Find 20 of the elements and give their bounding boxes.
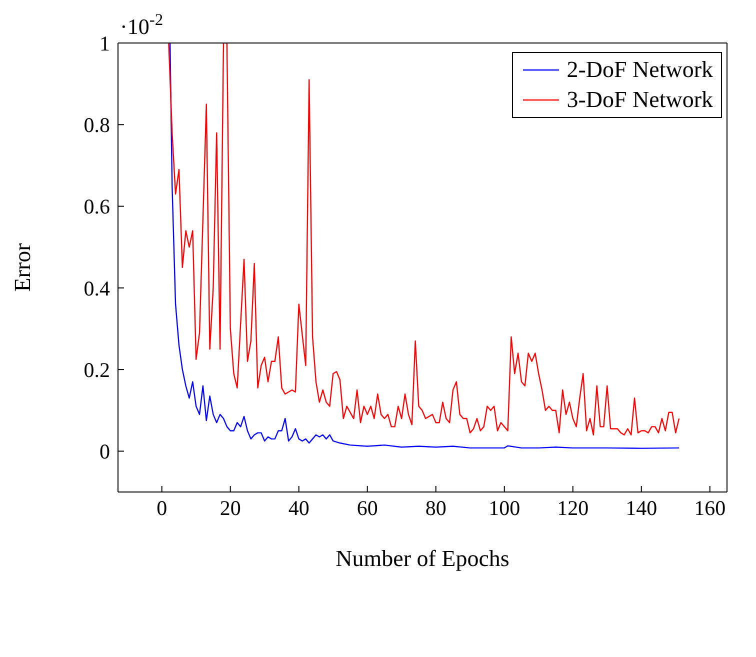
- x-tick-label: 140: [626, 496, 658, 520]
- y-tick-label: 0: [100, 440, 110, 464]
- x-tick-label: 40: [288, 496, 310, 520]
- y-tick-label: 0.4: [84, 276, 110, 300]
- y-axis-title: Error: [10, 242, 36, 292]
- y-tick-label: 0.6: [84, 194, 110, 219]
- y-tick-label: 1: [100, 31, 110, 56]
- x-tick-label: 0: [156, 496, 168, 520]
- x-tick-label: 100: [488, 496, 520, 520]
- legend-label: 2-DoF Network: [566, 56, 713, 84]
- x-tick-label: 80: [425, 496, 446, 520]
- x-tick-label: 120: [557, 496, 589, 520]
- text: ·10$^{-2}$: [120, 10, 164, 39]
- y-tick-label: 0.8: [84, 113, 110, 138]
- x-axis-title: Number of Epochs: [336, 546, 510, 571]
- x-tick-label: 60: [356, 496, 378, 520]
- x-tick-label: 160: [694, 496, 726, 520]
- y-tick-label: 0.2: [84, 358, 110, 382]
- legend-label: 3-DoF Network: [566, 86, 713, 114]
- x-tick-label: 20: [220, 496, 241, 520]
